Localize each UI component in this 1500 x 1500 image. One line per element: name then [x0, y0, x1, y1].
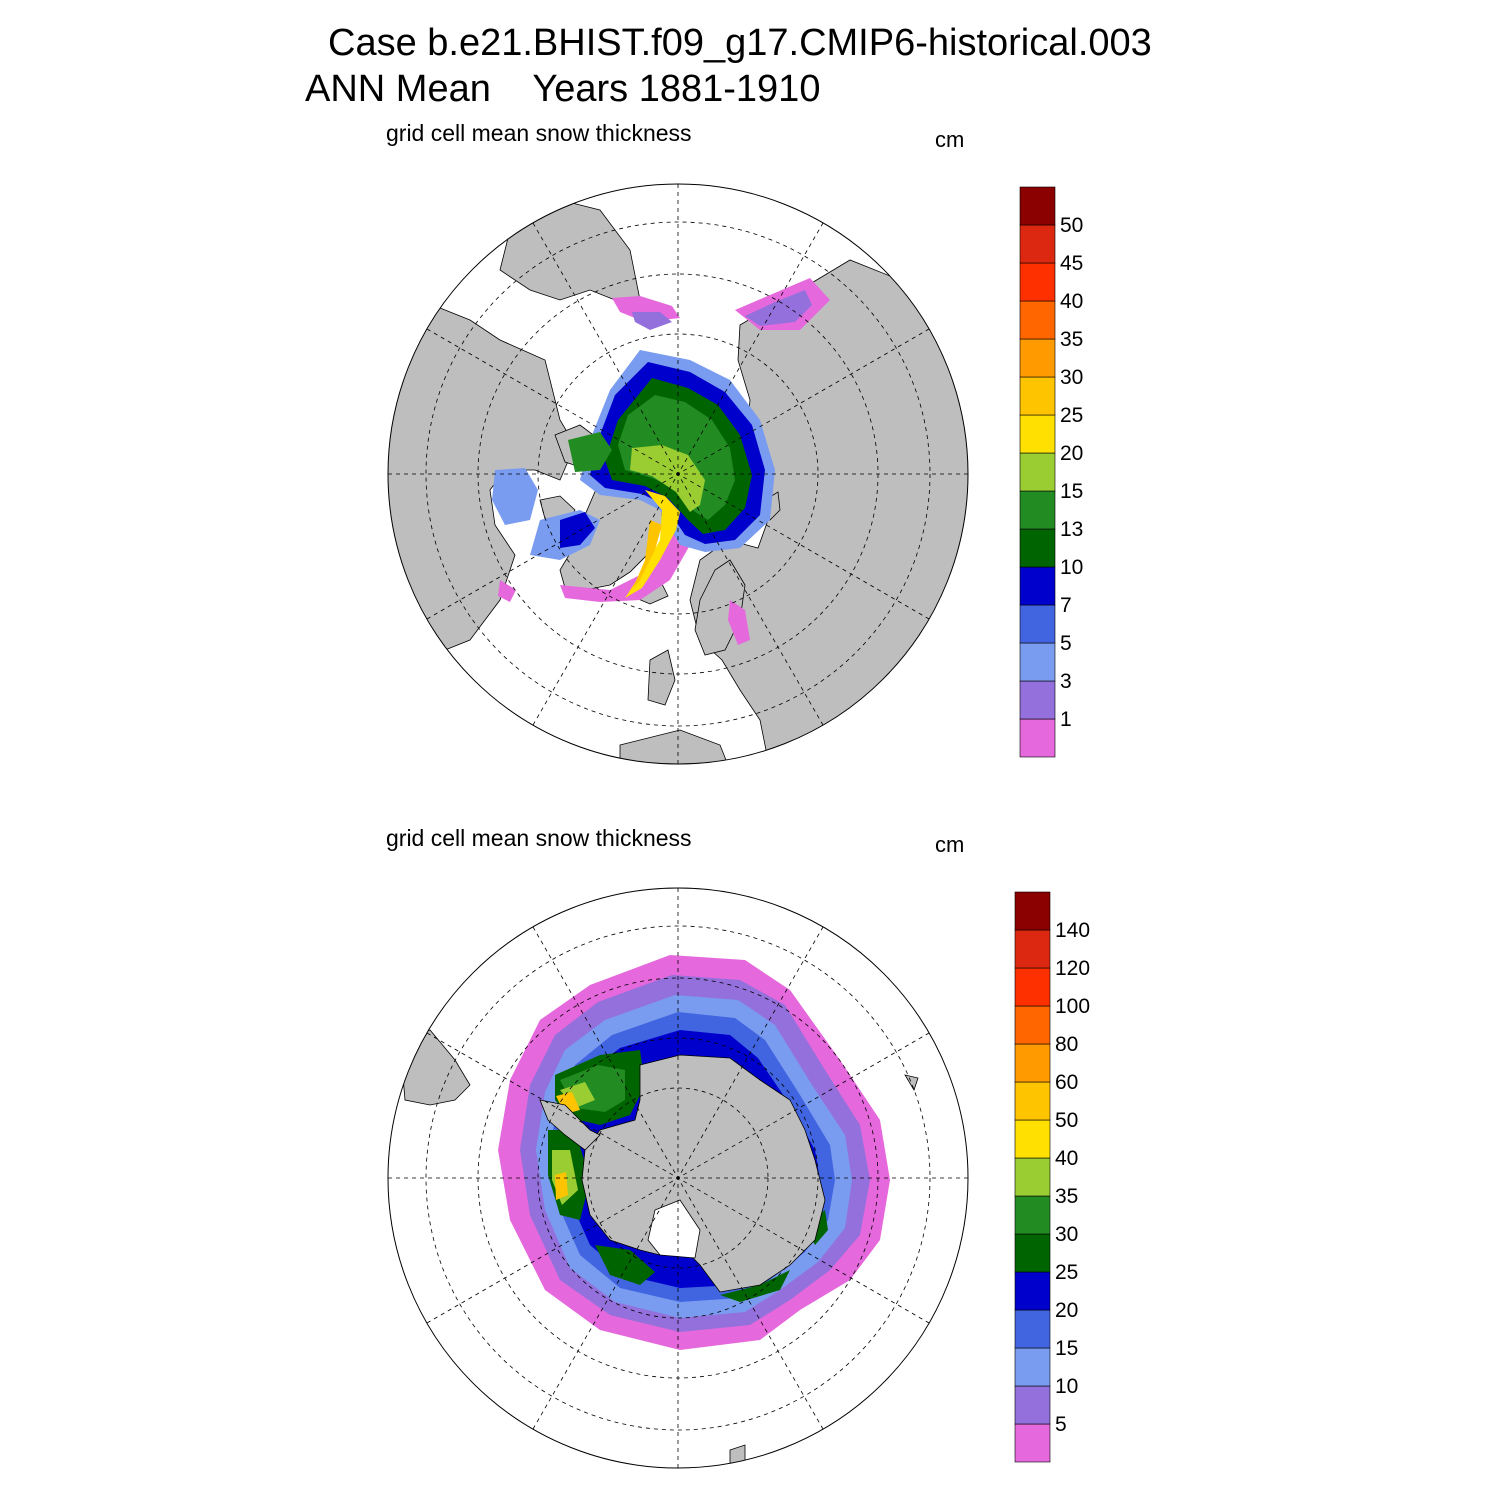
cbar-north-tick-label: 45	[1060, 252, 1083, 275]
north-panel-label: grid cell mean snow thickness	[386, 120, 692, 146]
south-colorbar: 5 10 15 20 25 30 35 40 50 60 80 100 120 140	[1014, 891, 1090, 1463]
north-graticule	[388, 184, 968, 764]
south-units-label: cm	[935, 832, 965, 857]
cbar-south-swatch-2	[1014, 1347, 1051, 1387]
cbar-north-swatch-6	[1019, 490, 1056, 530]
cbar-north-swatch-12	[1019, 262, 1056, 302]
cbar-south-tick-label: 15	[1055, 1337, 1078, 1360]
cbar-north-swatch-10	[1019, 338, 1056, 378]
south-contour-ross-edge-30cm	[720, 1270, 790, 1302]
north-contour-labrador	[498, 580, 516, 602]
cbar-south-tick-label: 120	[1055, 957, 1090, 980]
cbar-south-swatch-8	[1014, 1119, 1051, 1159]
cbar-south-tick-label: 40	[1055, 1147, 1078, 1170]
cbar-south-tick-label: 100	[1055, 995, 1090, 1018]
cbar-south-tick-label: 80	[1055, 1033, 1078, 1056]
cbar-north-swatch-13	[1019, 224, 1056, 264]
cbar-north-tick-label: 35	[1060, 328, 1083, 351]
cbar-north-tick-label: 40	[1060, 290, 1083, 313]
south-contour-weddell-40cm	[560, 1082, 595, 1108]
south-panel-label: grid cell mean snow thickness	[386, 825, 692, 851]
cbar-north-tick-label: 13	[1060, 518, 1083, 541]
south-contour-bellingshausen-50cm	[555, 1172, 568, 1200]
cbar-south-swatch-10	[1014, 1043, 1051, 1083]
south-graticule	[388, 888, 968, 1468]
cbar-north-tick-label: 15	[1060, 480, 1083, 503]
cbar-north-tick-label: 5	[1060, 632, 1072, 655]
cbar-south-swatch-6	[1014, 1195, 1051, 1235]
north-polar-map	[387, 183, 969, 765]
cbar-south-swatch-12	[1014, 967, 1051, 1007]
cbar-north-swatch-9	[1019, 376, 1056, 416]
cbar-south-tick-label: 140	[1055, 919, 1090, 942]
north-contour-archipelago-13cm	[568, 432, 612, 472]
cbar-north-tick-label: 7	[1060, 594, 1072, 617]
cbar-north-tick-label: 3	[1060, 670, 1072, 693]
figure-title-line2: ANN Mean Years 1881-1910	[305, 68, 821, 110]
cbar-south-tick-label: 30	[1055, 1223, 1078, 1246]
cbar-north-swatch-4	[1019, 566, 1056, 606]
south-land-africa-tip	[904, 1074, 919, 1091]
south-land-antarctic-peninsula	[539, 1099, 601, 1151]
north-contour-arctic-15cm	[630, 445, 705, 512]
north-contour-bering-inner	[632, 312, 672, 330]
south-land-ross-ice	[647, 1199, 701, 1259]
cbar-south-tick-label: 50	[1055, 1109, 1078, 1132]
cbar-south-swatch-1	[1014, 1385, 1051, 1425]
north-contour-okhotsk-inner	[745, 290, 812, 326]
north-contour-baffin-inner	[560, 512, 595, 548]
south-contour-weddell-50cm	[556, 1092, 580, 1114]
cbar-north-swatch-11	[1019, 300, 1056, 340]
cbar-north-tick-label: 10	[1060, 556, 1083, 579]
cbar-north-swatch-1	[1019, 680, 1056, 720]
cbar-south-tick-label: 5	[1055, 1413, 1067, 1436]
cbar-north-swatch-8	[1019, 414, 1056, 454]
figure-title-line1: Case b.e21.BHIST.f09_g17.CMIP6-historica…	[328, 22, 1152, 64]
cbar-north-tick-label: 50	[1060, 214, 1083, 237]
cbar-north-tick-label: 25	[1060, 404, 1083, 427]
cbar-north-swatch-5	[1019, 528, 1056, 568]
north-land-uk	[647, 649, 676, 706]
north-contour-baltic	[728, 600, 750, 645]
cbar-south-swatch-7	[1014, 1157, 1051, 1197]
cbar-south-swatch-11	[1014, 1005, 1051, 1045]
cbar-south-tick-label: 60	[1055, 1071, 1078, 1094]
south-polar-map	[387, 887, 969, 1469]
north-contour-greenland-20cm	[625, 490, 680, 598]
cbar-south-swatch-14	[1014, 891, 1051, 931]
north-map-border	[387, 183, 969, 765]
north-units-label: cm	[935, 127, 965, 152]
south-contour-amundsen-30cm	[595, 1245, 655, 1285]
cbar-south-swatch-9	[1014, 1081, 1051, 1121]
cbar-north-swatch-2	[1019, 642, 1056, 682]
cbar-south-swatch-5	[1014, 1233, 1051, 1273]
south-map-border	[387, 887, 969, 1469]
north-land-africa-edge	[619, 729, 731, 764]
cbar-south-swatch-3	[1014, 1309, 1051, 1349]
cbar-south-swatch-0	[1014, 1423, 1051, 1463]
cbar-south-tick-label: 20	[1055, 1299, 1078, 1322]
cbar-north-tick-label: 1	[1060, 708, 1072, 731]
cbar-south-tick-label: 10	[1055, 1375, 1078, 1398]
cbar-north-tick-label: 20	[1060, 442, 1083, 465]
cbar-north-swatch-0	[1019, 718, 1056, 758]
cbar-south-swatch-4	[1014, 1271, 1051, 1311]
cbar-south-tick-label: 35	[1055, 1185, 1078, 1208]
north-snow-field	[492, 278, 830, 645]
cbar-north-swatch-7	[1019, 452, 1056, 492]
cbar-south-swatch-13	[1014, 929, 1051, 969]
cbar-south-tick-label: 25	[1055, 1261, 1078, 1284]
cbar-north-swatch-14	[1019, 186, 1056, 226]
north-contour-greenland-east-outer	[560, 520, 690, 602]
north-contour-greenland-25cm	[632, 520, 662, 590]
cbar-north-tick-label: 30	[1060, 366, 1083, 389]
north-contour-hudson-bay	[492, 468, 538, 525]
cbar-north-swatch-3	[1019, 604, 1056, 644]
